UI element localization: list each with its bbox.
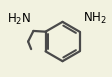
Text: H$_2$N: H$_2$N	[7, 12, 31, 27]
Text: NH$_2$: NH$_2$	[83, 11, 106, 26]
